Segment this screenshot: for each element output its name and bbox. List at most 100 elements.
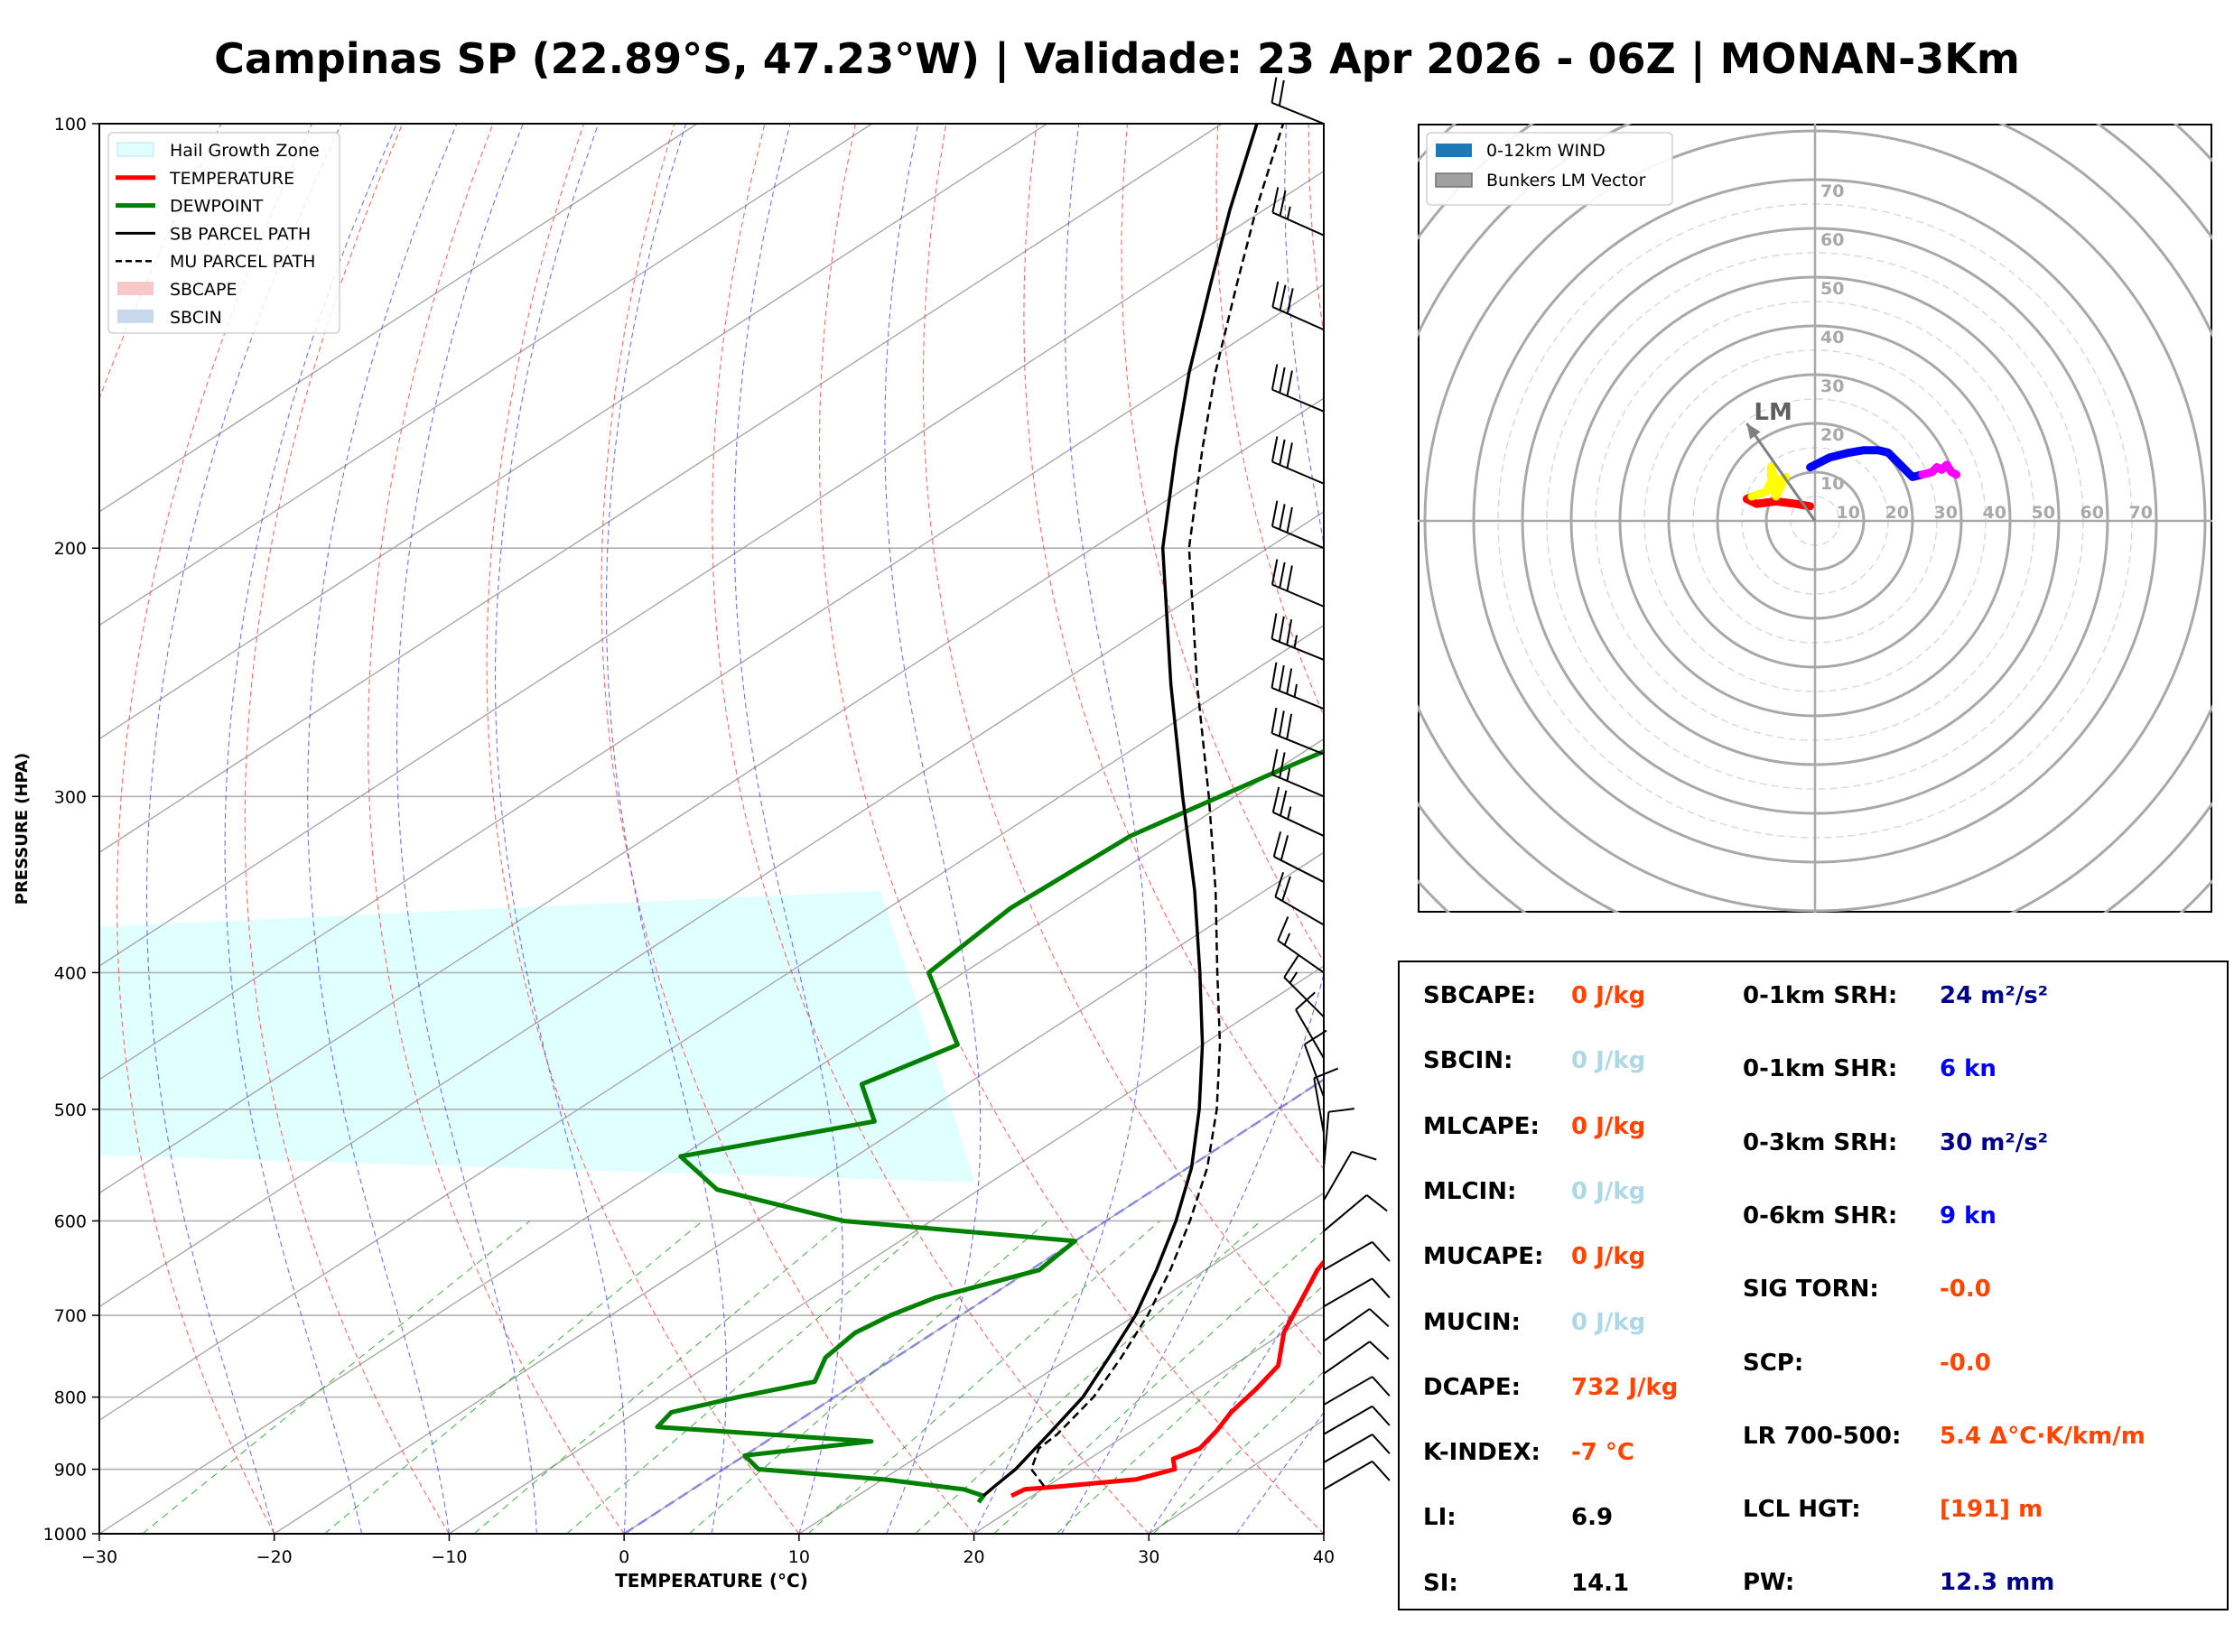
wind-barb [1323,1434,1391,1463]
wind-barb [1271,364,1325,413]
legend-dewpoint: DEWPOINT [116,197,264,217]
legend-wind: 0-12km WIND [1436,141,1606,161]
index-left-value: -7 °C [1571,1439,1635,1467]
wind-barb [1271,436,1325,485]
y-tick-label: 1000 [43,1525,87,1545]
sb-parcel-line [982,124,1259,1498]
isotherm-line [99,397,1324,1194]
index-left-label: MLCIN: [1423,1177,1517,1205]
index-left-value: 0 J/kg [1571,1112,1646,1140]
x-tick-label: 0 [619,1547,629,1567]
dry-adiabat [1215,124,1324,718]
wind-barb [1271,77,1325,125]
moist-adiabat [733,124,843,1534]
isotherm-line [798,1192,1324,1534]
moist-adiabat [1235,1411,1324,1534]
wind-barb [1323,1150,1377,1201]
index-left-value: 732 J/kg [1571,1373,1679,1401]
isotherm-line [274,851,1324,1534]
moist-adiabat [884,124,982,1534]
wind-barb [1323,1341,1390,1375]
lm-label: LM [1754,399,1792,426]
legend-label: MU PARCEL PATH [170,252,315,272]
isotherm-line [99,283,1324,1081]
dry-adiabat [712,124,1150,1534]
x-tick-label: 10 [788,1547,810,1567]
skew-t-legend: Hail Growth Zone TEMPERATURE DEWPOINT SB PA… [107,132,340,334]
hodo-segment-3-6km [1806,446,1927,481]
wind-barb [1272,831,1325,883]
index-left-label: DCAPE: [1423,1373,1521,1401]
index-left-label: MUCAPE: [1423,1243,1544,1271]
x-tick-label: −30 [81,1547,117,1567]
y-tick-label: 400 [54,963,87,983]
wind-barb [1323,1405,1391,1435]
y-tick-label: 800 [54,1388,87,1408]
index-right-label: PW: [1743,1569,1795,1597]
wind-barb [1271,281,1325,331]
hail-growth-zone [99,890,975,1183]
dry-adiabat [922,124,1324,1359]
dry-adiabat [818,124,1324,1534]
hodograph-legend: 0-12km WIND Bunkers LM Vector [1426,132,1673,206]
hodo-ring-label-v: 50 [1820,279,1844,299]
index-left-value: 0 J/kg [1571,1177,1646,1205]
mixing-ratio-line [323,1220,703,1534]
y-tick-label: 600 [54,1211,87,1231]
x-tick-label: 40 [1313,1547,1335,1567]
index-right-label: 0-3km SRH: [1743,1128,1898,1156]
hodo-ring-label-v: 10 [1820,474,1844,494]
x-tick-label: −10 [431,1547,467,1567]
wind-barb [1323,1108,1354,1168]
moist-adiabat [494,124,627,1534]
wind-barb [1271,187,1325,237]
index-left-label: SI: [1423,1569,1458,1597]
indices-panel: SBCAPE: 0 J/kg SBCIN: 0 J/kg MLCAPE: 0 J/kg ML… [1398,961,2229,1610]
wind-barb [1323,1194,1388,1232]
wind-barb [1271,500,1325,550]
y-tick-label: 100 [54,115,87,135]
dry-adiabat [600,124,975,1534]
hodo-ring-label-u: 10 [1837,503,1860,523]
legend-label: TEMPERATURE [169,169,294,189]
legend-mu-parcel: MU PARCEL PATH [116,252,315,272]
isotherm-line [99,511,1324,1308]
x-tick-label: 30 [1138,1547,1159,1567]
isotherm-line [99,624,1324,1422]
x-tick-label: −20 [256,1547,293,1567]
legend-sb-parcel: SB PARCEL PATH [116,224,311,244]
hodo-ring-label-u: 20 [1885,503,1909,523]
skew-t-chart: −30 −20 −10 0 10 20 30 40 100 200 300 400 500 600 700 8… [13,77,1391,1592]
isotherm-line [99,124,698,513]
zero-isotherm [623,1078,1324,1534]
y-tick-label: 900 [54,1461,87,1480]
dry-adiabat [1023,124,1324,1171]
legend-label: SB PARCEL PATH [170,224,311,244]
index-right-value: 6 kn [1940,1055,1997,1083]
legend-bunkers: Bunkers LM Vector [1435,171,1646,190]
index-left-label: LI: [1423,1504,1457,1532]
mixing-ratio-line [142,1220,531,1534]
moist-adiabat [973,124,1147,1534]
hodo-ring-label-u: 50 [2032,503,2055,523]
moist-adiabat [1323,1533,1324,1534]
index-left-label: K-INDEX: [1423,1439,1541,1467]
index-right-value: 30 m²/s² [1940,1128,2049,1156]
mu-parcel-line [1029,124,1285,1487]
moist-adiabat [396,124,537,1534]
wind-barb [1277,916,1325,974]
legend-sbcin: SBCIN [117,308,222,328]
index-right-label: SCP: [1743,1349,1804,1377]
wind-barb [1303,1029,1327,1098]
wind-barb [1295,991,1325,1059]
hodo-ring-label-u: 40 [1983,503,2006,523]
isotherm-line [99,124,1047,740]
dry-adiabat [99,124,222,1534]
dry-adiabat [368,124,625,1534]
hodo-segment-6-12km [1918,460,1961,479]
index-right-value: 5.4 Δ°C·K/km/m [1940,1422,2146,1450]
wind-barb [1323,1277,1391,1308]
hodo-ring-label-u: 70 [2129,503,2153,523]
y-tick-label: 700 [54,1306,87,1326]
index-right-label: SIG TORN: [1743,1276,1879,1304]
